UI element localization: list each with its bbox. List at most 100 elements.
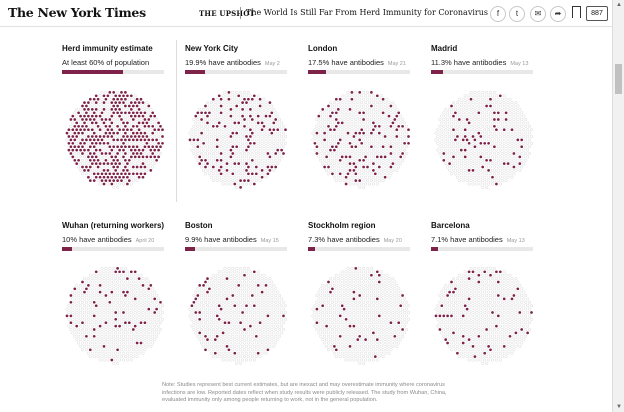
population-dot (496, 334, 500, 338)
facebook-icon[interactable]: f (490, 6, 506, 22)
population-dot (385, 273, 389, 277)
infected-dot (139, 97, 143, 101)
population-dot (233, 331, 237, 335)
population-dot (346, 334, 350, 338)
infected-dot (161, 135, 164, 138)
population-dot (104, 287, 108, 291)
antibody-bar (431, 247, 533, 251)
comments-button[interactable]: 887 (586, 6, 608, 21)
population-dot (237, 135, 241, 138)
population-dot (204, 138, 207, 142)
population-dot (350, 266, 354, 270)
population-dot (385, 300, 389, 304)
population-dot (112, 321, 116, 325)
infected-dot (457, 118, 461, 121)
population-dot (260, 324, 264, 328)
infected-dot (90, 114, 94, 118)
population-dot (389, 158, 393, 162)
population-dot (330, 280, 334, 284)
population-dot (369, 165, 373, 169)
bookmark-icon[interactable] (572, 6, 581, 22)
population-dot (373, 179, 377, 183)
population-dot (520, 131, 524, 135)
population-dot (241, 324, 245, 328)
population-dot (403, 311, 407, 314)
population-dot (455, 304, 459, 308)
population-dot (260, 344, 264, 348)
infected-dot (73, 145, 77, 149)
population-dot (207, 165, 211, 169)
population-dot (373, 334, 377, 338)
population-dot (246, 118, 250, 121)
population-dot (506, 338, 510, 342)
population-dot (502, 311, 506, 314)
population-dot (354, 294, 358, 297)
population-dot (325, 344, 329, 348)
population-dot (151, 287, 155, 291)
population-dot (366, 334, 369, 338)
antibody-bar-fill (431, 247, 439, 251)
population-dot (217, 162, 221, 166)
population-dot (106, 101, 110, 105)
population-dot (389, 138, 393, 142)
population-dot (368, 101, 371, 105)
population-dot (264, 351, 268, 355)
section-label[interactable]: THE UPSHOT (199, 9, 255, 18)
population-dot (325, 338, 329, 342)
population-dot (340, 141, 344, 145)
population-dot (506, 175, 510, 179)
population-dot (514, 141, 518, 145)
population-dot (453, 348, 457, 352)
population-dot (403, 128, 407, 132)
scroll-down-icon[interactable]: ▼ (616, 404, 622, 410)
population-dot (407, 304, 410, 308)
population-dot (467, 175, 471, 179)
population-dot (100, 266, 104, 270)
population-dot (479, 182, 483, 186)
population-dot (463, 277, 467, 281)
infected-dot (452, 114, 455, 118)
scroll-up-icon[interactable]: ▲ (616, 2, 622, 8)
population-dot (461, 273, 465, 277)
population-dot (452, 168, 455, 172)
population-dot (334, 172, 338, 176)
population-dot (366, 300, 369, 304)
infected-dot (340, 304, 344, 308)
population-dot (266, 124, 270, 128)
population-dot (373, 111, 377, 115)
email-icon[interactable]: ✉ (530, 6, 546, 22)
population-dot (120, 165, 123, 169)
population-dot (200, 287, 204, 291)
scrollbar-thumb[interactable] (615, 64, 622, 94)
infected-dot (516, 138, 520, 142)
population-dot (102, 311, 106, 314)
infected-dot (204, 111, 207, 115)
population-dot (348, 317, 352, 321)
population-dot (502, 101, 506, 105)
population-dot (399, 290, 403, 294)
population-dot (514, 297, 518, 301)
infected-dot (450, 104, 453, 108)
population-dot (387, 175, 391, 179)
population-dot (145, 297, 149, 301)
population-dot (122, 317, 125, 321)
nyt-logo[interactable]: The New York Times (8, 5, 146, 20)
population-dot (352, 121, 356, 125)
infected-dot (129, 108, 133, 111)
population-dot (469, 138, 473, 142)
population-dot (239, 266, 243, 270)
population-dot (90, 344, 94, 348)
population-dot (190, 324, 194, 328)
population-dot (494, 331, 498, 335)
population-dot (371, 351, 375, 355)
share-icon[interactable]: ➦ (550, 6, 566, 22)
population-dot (315, 314, 319, 318)
twitter-icon[interactable]: t (509, 6, 525, 22)
population-dot (206, 135, 209, 138)
population-dot (206, 311, 209, 314)
infected-dot (67, 135, 71, 138)
population-dot (342, 138, 346, 142)
population-dot (98, 358, 102, 362)
population-dot (459, 324, 463, 328)
scrollbar[interactable]: ▲ ▼ (612, 0, 624, 412)
